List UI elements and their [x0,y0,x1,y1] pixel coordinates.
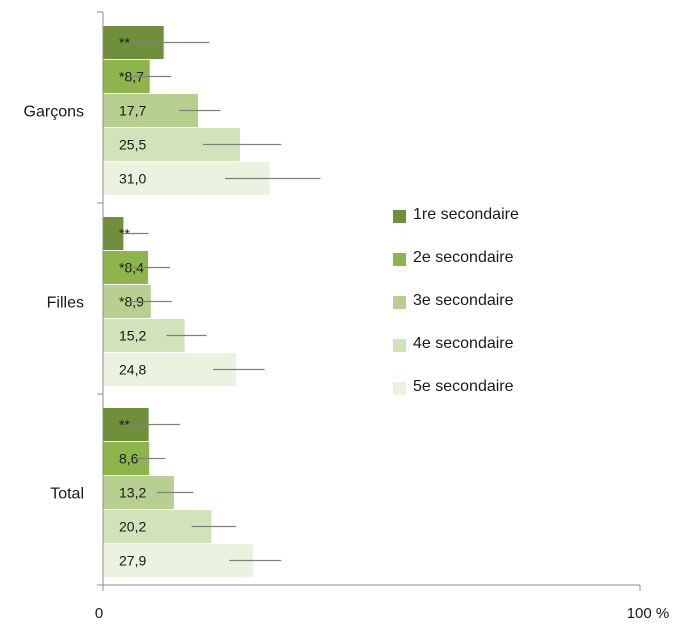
data-label: 20,2 [119,519,146,535]
legend-swatch [393,253,406,266]
legend-label: 1re secondaire [413,206,519,223]
legend-swatch [393,296,406,309]
data-label: 15,2 [119,328,146,344]
data-label: 8,6 [119,451,139,467]
legend-label: 4e secondaire [413,335,514,352]
category-label: Total [50,486,84,503]
legend-swatch [393,339,406,352]
data-label: 25,5 [119,137,146,153]
data-label: 31,0 [119,171,146,187]
data-label: ** [119,417,130,433]
data-label: ** [119,35,130,51]
category-label: Filles [47,295,84,312]
bar [103,544,253,577]
legend-label: 3e secondaire [413,292,514,309]
legend-swatch [393,210,406,223]
bar [103,217,124,250]
legend-label: 2e secondaire [413,249,514,266]
data-label: 13,2 [119,485,146,501]
data-label: 24,8 [119,362,146,378]
data-label: 27,9 [119,553,146,569]
category-label: Garçons [24,104,84,121]
x-tick-label: 0 [95,605,103,622]
legend-swatch [393,382,406,395]
x-tick-label: 100 % [627,605,670,622]
data-label: 17,7 [119,103,146,119]
legend-label: 5e secondaire [413,378,514,395]
